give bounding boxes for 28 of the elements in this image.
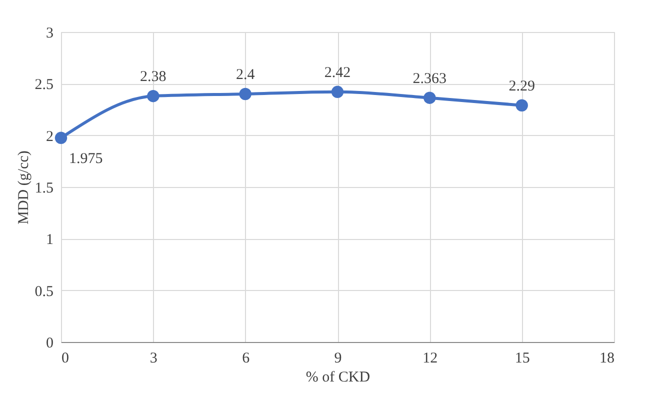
x-tick-label: 12 — [422, 350, 438, 366]
x-tick-label: 18 — [600, 350, 614, 366]
point — [147, 90, 160, 102]
data-label: 2.363 — [412, 70, 447, 87]
point — [424, 92, 436, 104]
data-label: 2.38 — [140, 69, 166, 86]
point — [516, 99, 528, 112]
point — [331, 86, 344, 98]
y-tick-label: 2.5 — [34, 77, 54, 94]
x-tick-label: 3 — [150, 350, 158, 366]
data-label: 2.42 — [324, 64, 351, 81]
data-label: 2.29 — [508, 78, 535, 94]
x-tick-label: 6 — [242, 350, 250, 366]
y-tick-label: 2 — [46, 128, 54, 145]
point — [239, 88, 252, 100]
y-tick-label: 3 — [46, 26, 54, 42]
x-tick-label: 0 — [62, 350, 69, 366]
y-tick-label: 1 — [46, 232, 54, 248]
data-label: 1.975 — [69, 150, 103, 167]
point — [54, 132, 68, 144]
data-label: 2.4 — [236, 67, 256, 83]
y-tick-label: 0.5 — [34, 284, 54, 300]
x-axis-title: % of CKD — [306, 370, 370, 386]
y-tick-label: 1.5 — [34, 180, 54, 196]
x-tick-label: 9 — [334, 350, 342, 366]
x-tick-label: 15 — [514, 350, 530, 366]
y-tick-label: 0 — [46, 336, 54, 352]
y-axis-title: MDD (g/cc) — [16, 150, 32, 224]
